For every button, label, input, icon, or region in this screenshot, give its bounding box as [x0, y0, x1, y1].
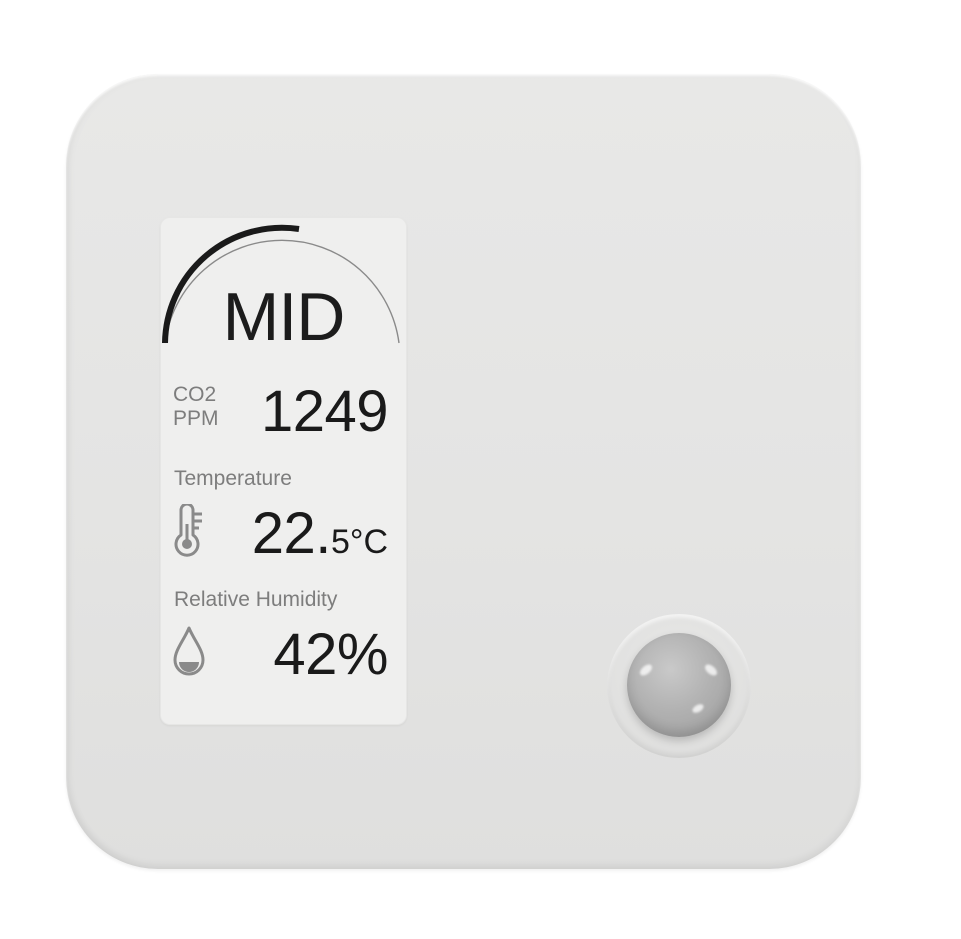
eink-display — [160, 217, 407, 725]
motion-sensor-dome — [627, 633, 731, 737]
water-drop-icon — [173, 626, 205, 676]
level-gauge-fill — [162, 224, 300, 344]
temperature-value: 22.5°C — [252, 502, 388, 574]
co2-value: 1249 — [260, 379, 389, 444]
temperature-integer: 22. — [251, 501, 332, 566]
humidity-value: 42% — [273, 622, 388, 687]
ppm-label: PPM — [173, 407, 219, 430]
temperature-label: Temperature — [174, 467, 292, 490]
thermometer-icon — [174, 504, 202, 557]
co2-label: CO2 — [173, 383, 217, 406]
co2-unit-label: CO2 PPM — [173, 383, 219, 431]
level-gauge-track — [164, 239, 400, 344]
humidity-label: Relative Humidity — [174, 588, 338, 611]
air-quality-level: MID — [222, 279, 346, 355]
temperature-decimal-unit: 5°C — [330, 523, 388, 561]
level-gauge-arc — [162, 224, 400, 344]
